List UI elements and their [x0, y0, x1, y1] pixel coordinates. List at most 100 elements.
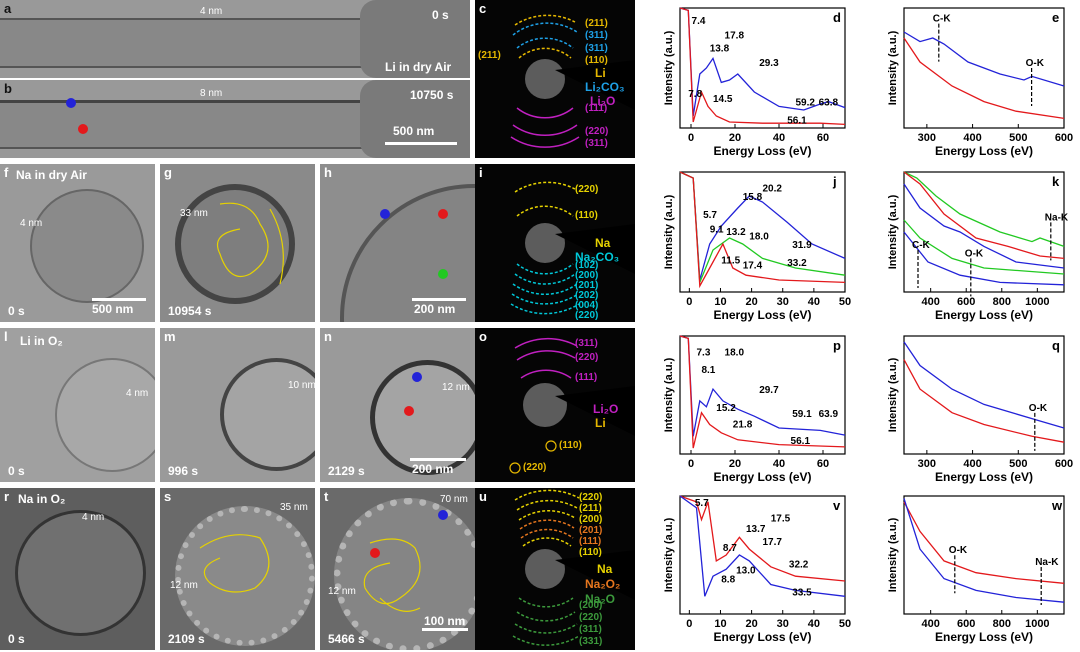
scalebar-h [412, 298, 466, 301]
c-ring-low-3: (311) [585, 138, 608, 149]
panel-label-m: m [164, 329, 176, 344]
time-a: 0 s [432, 8, 449, 22]
title-a: Li in dry Air [385, 60, 452, 74]
chart-q-tick-label: 300 [918, 458, 936, 470]
panel-label-u: u [479, 489, 487, 504]
chart-p-annotation: 63.9 [819, 409, 839, 420]
chart-w-tick-label: 1000 [1025, 618, 1049, 630]
chart-v: v 0 10 20 30 40 50 Energy Loss (eV) Intensity (a… [663, 495, 851, 644]
chart-p-frame [679, 335, 846, 455]
saed-panel-u: u (220) (211) (200) (201) (111) (110) Na… [475, 488, 635, 650]
chart-k-tick-label: 1000 [1025, 296, 1049, 308]
chart-j-frame [679, 171, 846, 293]
chart-p-annotation: 8.1 [701, 365, 715, 376]
saed-panel-o: o (311) (220) (111) Li₂O Li (110) (220) [475, 328, 635, 482]
time-g: 10954 s [168, 304, 212, 318]
chart-j-annotation: 9.1 [710, 224, 724, 235]
chart-e-ylabel: Intensity (a.u.) [887, 30, 899, 105]
chart-p-xlabel: Energy Loss (eV) [713, 470, 811, 484]
o-ring-1: (311) [575, 338, 598, 349]
chart-j-tick-label: 50 [839, 296, 851, 308]
chart-d-tick-label: 0 [688, 132, 694, 144]
chart-v-tick-label: 0 [686, 618, 692, 630]
chart-j-tick-label: 30 [777, 296, 789, 308]
chart-d-xlabel: Energy Loss (eV) [713, 144, 811, 158]
tem-panel-m: m 10 nm 996 s [160, 328, 315, 482]
chart-j-tick-label: 0 [686, 296, 692, 308]
red-dot-b [78, 124, 88, 134]
chart-p-tick-label: 20 [729, 458, 741, 470]
chart-e-frame [903, 7, 1065, 129]
o-ring-2: (220) [575, 352, 599, 363]
i-ring-1: (220) [575, 184, 599, 195]
scale-h: 200 nm [414, 302, 456, 316]
i-ring-2: (110) [575, 210, 598, 221]
chart-d-annotation: 7.8 [688, 89, 702, 100]
c-phase-li: Li [595, 66, 606, 80]
tem-panel-t: t 70 nm 12 nm 5466 s 100 nm [320, 488, 475, 650]
blue-dot-t [438, 510, 448, 520]
chart-d-tick-label: 20 [729, 132, 741, 144]
panel-label-s: s [164, 489, 172, 504]
chart-j: j 0 10 20 30 40 50 Energy Loss (eV) Intensity (a… [663, 171, 851, 322]
time-r: 0 s [8, 632, 25, 646]
o-phase-li2o: Li₂O [593, 402, 619, 416]
chart-j-xlabel: Energy Loss (eV) [713, 308, 811, 322]
u-ring-low-3: (311) [579, 624, 602, 635]
c-phase-li2co3: Li₂CO₃ [585, 80, 625, 94]
chart-w-tick-label: 800 [993, 618, 1011, 630]
chart-p-annotation: 7.3 [697, 347, 711, 358]
u-ring-low-1: (200) [579, 600, 603, 611]
chart-v-xlabel: Energy Loss (eV) [713, 630, 811, 644]
i-ring-low-4: (202) [575, 290, 599, 301]
panel-label-f: f [4, 165, 9, 180]
blue-dot-b [66, 98, 76, 108]
chart-d-ylabel: Intensity (a.u.) [663, 30, 675, 105]
chart-q-frame [903, 335, 1065, 455]
u-ring-4: (201) [579, 525, 603, 536]
chart-v-annotation: 32.2 [789, 559, 809, 570]
o-spot-1: (110) [559, 440, 582, 451]
chart-v-tick-label: 40 [808, 618, 820, 630]
chart-k-ylabel: Intensity (a.u.) [887, 194, 899, 269]
saed-rings-c [510, 14, 635, 148]
t-outline [363, 538, 421, 612]
chart-k-annotation: Na-K [1045, 212, 1069, 223]
scalebar-f [92, 298, 146, 301]
u-ring-6: (110) [579, 547, 602, 558]
chart-j-tick-label: 40 [808, 296, 820, 308]
chart-j-annotation: 15.8 [743, 192, 763, 203]
saed-panel-c: c (211) (311) (311) (110) (211) (111) (2… [475, 0, 635, 158]
chart-p-ylabel: Intensity (a.u.) [663, 357, 675, 432]
chart-e-tick-label: 300 [918, 132, 936, 144]
scale-f: 500 nm [92, 302, 134, 316]
tem-panel-a: a 4 nm 0 s Li in dry Air [0, 0, 470, 78]
chart-v-annotation: 5.7 [695, 498, 709, 509]
chart-v-series-1 [679, 495, 846, 597]
thickness-a: 4 nm [200, 6, 223, 17]
thickness-t2: 12 nm [328, 586, 356, 597]
chart-p-annotation: 56.1 [791, 436, 811, 447]
chart-d-annotation: 56.1 [787, 116, 807, 127]
chart-v-annotation: 17.7 [763, 537, 783, 548]
chart-q: q 300 400 500 600 Energy Loss (eV) Intensity (… [887, 335, 1073, 484]
red-dot-n [404, 406, 414, 416]
chart-q-tick-label: 400 [963, 458, 981, 470]
chart-w-annotation: Na-K [1035, 557, 1059, 568]
thickness-s2: 12 nm [170, 580, 198, 591]
chart-q-ylabel: Intensity (a.u.) [887, 357, 899, 432]
chart-j-panel-label: j [832, 174, 837, 189]
panel-label-t: t [324, 489, 329, 504]
i-ring-low-5: (004) [575, 300, 599, 311]
chart-p-tick-label: 60 [817, 458, 829, 470]
time-n: 2129 s [328, 464, 365, 478]
u-ring-1: (220) [579, 492, 603, 503]
thickness-f: 4 nm [20, 218, 43, 229]
chart-k-series-2 [903, 183, 1065, 269]
chart-p-annotation: 59.1 [792, 409, 812, 420]
c-ring-2: (311) [585, 30, 608, 41]
chart-d-series-0 [679, 7, 846, 117]
thickness-t: 70 nm [440, 494, 468, 505]
chart-v-annotation: 17.5 [771, 513, 791, 524]
